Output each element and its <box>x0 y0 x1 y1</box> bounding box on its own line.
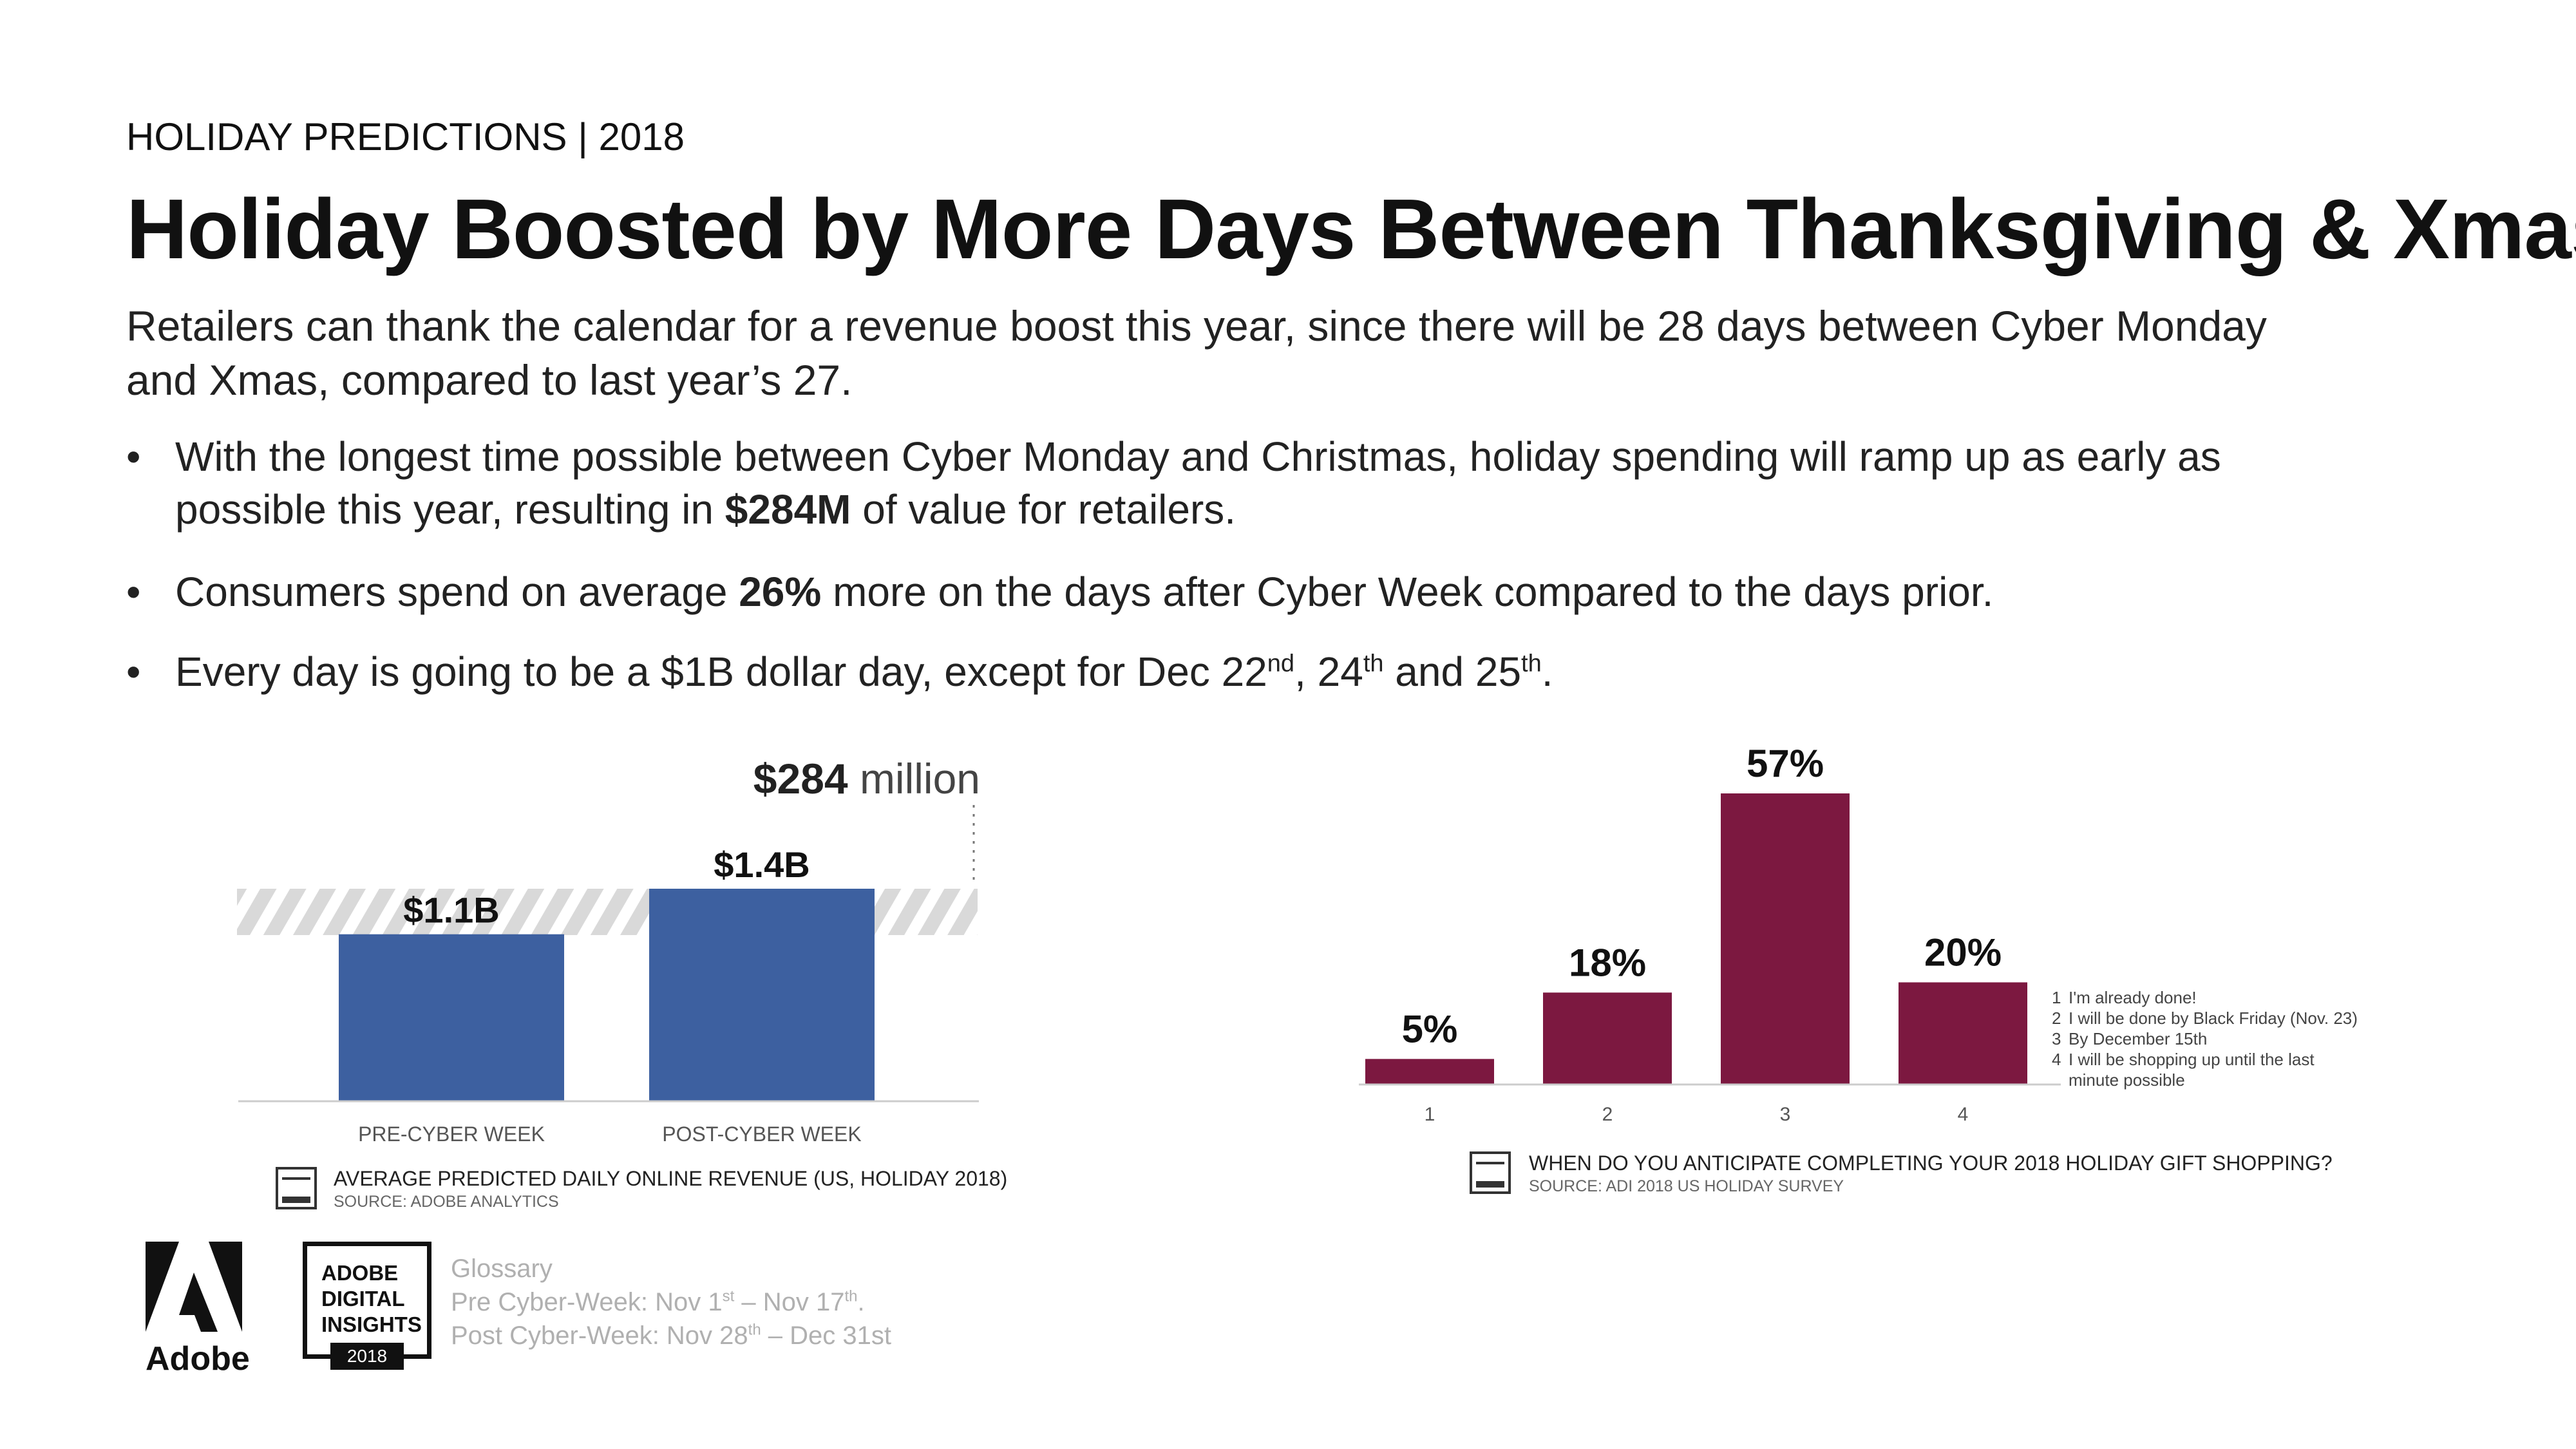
category-label: PRE-CYBER WEEK <box>358 1122 545 1146</box>
adi-caption-icon <box>1470 1151 1511 1194</box>
survey-chart-title: WHEN DO YOU ANTICIPATE COMPLETING YOUR 2… <box>1529 1151 2333 1175</box>
legend-label: I'm already done! <box>2069 988 2197 1007</box>
legend-label: minute possible <box>2069 1070 2185 1090</box>
bar-value-label: 20% <box>1924 931 2002 974</box>
legend-label: By December 15th <box>2069 1029 2207 1048</box>
bullet-item: • Consumers spend on average 26% more on… <box>126 565 2251 618</box>
glossary: Glossary Pre Cyber-Week: Nov 1st – Nov 1… <box>451 1252 891 1352</box>
adi-badge-year: 2018 <box>330 1343 404 1370</box>
survey-chart-source: SOURCE: ADI 2018 US HOLIDAY SURVEY <box>1529 1177 1844 1195</box>
bullet-item: • Every day is going to be a $1B dollar … <box>126 645 2251 698</box>
bar <box>1721 793 1850 1084</box>
category-label: 2 <box>1602 1104 1613 1125</box>
bar <box>1365 1059 1494 1084</box>
revenue-chart-title: AVERAGE PREDICTED DAILY ONLINE REVENUE (… <box>334 1167 1008 1190</box>
bullet-dot: • <box>126 649 141 695</box>
bar-value-label: $1.1B <box>403 890 499 931</box>
bar-value-label: 5% <box>1402 1007 1458 1050</box>
page-subtitle: Retailers can thank the calendar for a r… <box>126 302 2267 404</box>
bullet-dot: • <box>126 433 141 480</box>
difference-label: $284 million <box>753 755 980 802</box>
adobe-wordmark: Adobe <box>146 1340 250 1378</box>
bullet-item: • With the longest time possible between… <box>126 430 2251 536</box>
bar-value-label: 57% <box>1747 742 1824 785</box>
adi-caption-icon <box>276 1167 317 1209</box>
category-label: 1 <box>1425 1104 1435 1125</box>
category-label: 3 <box>1780 1104 1791 1125</box>
page-kicker: HOLIDAY PREDICTIONS | 2018 <box>126 115 685 158</box>
legend-number: 1 <box>2052 988 2061 1007</box>
glossary-title: Glossary <box>451 1255 553 1283</box>
bar-value-label: $1.4B <box>714 844 810 885</box>
adi-badge: ADOBE DIGITAL INSIGHTS 2018 <box>303 1242 431 1370</box>
legend-number: 2 <box>2052 1009 2061 1028</box>
bar <box>649 889 875 1101</box>
bar <box>1543 992 1672 1084</box>
glossary-post-cyber: Post Cyber-Week: Nov 28th – Dec 31st <box>451 1321 892 1350</box>
adobe-logo-icon <box>146 1242 242 1332</box>
legend-number: 3 <box>2052 1029 2061 1048</box>
bar <box>1899 982 2027 1084</box>
bullet-dot: • <box>126 569 141 615</box>
legend-label: I will be shopping up until the last <box>2069 1050 2315 1069</box>
legend-number: 4 <box>2052 1050 2061 1069</box>
bar <box>339 934 564 1101</box>
page-title: Holiday Boosted by More Days Between Tha… <box>126 182 2576 276</box>
legend-label: I will be done by Black Friday (Nov. 23) <box>2069 1009 2358 1028</box>
glossary-pre-cyber: Pre Cyber-Week: Nov 1st – Nov 17th. <box>451 1287 865 1316</box>
category-label: 4 <box>1958 1104 1969 1125</box>
category-label: POST-CYBER WEEK <box>662 1122 861 1146</box>
bar-value-label: 18% <box>1569 941 1646 984</box>
revenue-chart-source: SOURCE: ADOBE ANALYTICS <box>334 1193 559 1211</box>
